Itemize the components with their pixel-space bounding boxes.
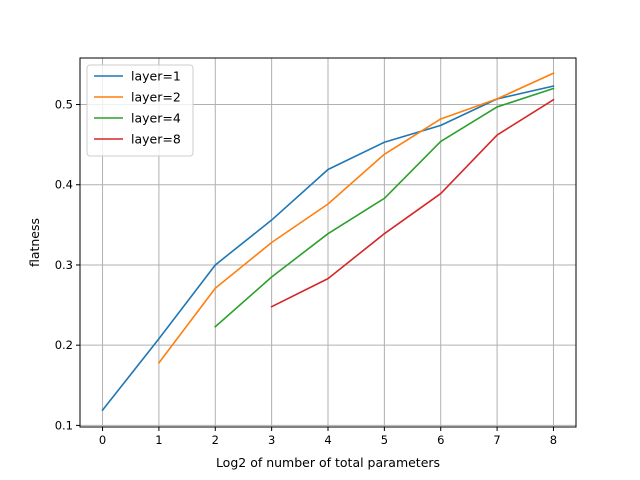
y-tick-label: 0.5 [55,98,73,112]
x-tick-label: 6 [437,433,444,447]
y-tick-label: 0.4 [55,178,73,192]
legend-label: layer=1 [131,69,181,84]
x-tick-label: 0 [99,433,106,447]
legend-box [86,64,194,157]
x-tick-label: 1 [155,433,162,447]
series-line-layer-2 [157,72,555,364]
x-tick-label: 2 [212,433,219,447]
legend: layer=1 layer=2 layer=4 layer=8 [86,64,194,157]
y-axis-ticks: 0.1 0.2 0.3 0.4 0.5 [55,98,80,432]
legend-label: layer=8 [131,132,181,147]
y-tick-label: 0.1 [55,418,73,432]
y-tick-label: 0.3 [55,258,73,272]
x-tick-label: 4 [324,433,331,447]
series-line-layer-8 [270,98,555,308]
legend-label: layer=4 [131,111,181,126]
x-axis-ticks: 0 1 2 3 4 5 6 7 8 [99,427,557,447]
series-lines [101,72,555,412]
legend-label: layer=2 [131,90,181,105]
x-tick-label: 8 [550,433,557,447]
x-tick-label: 7 [493,433,500,447]
x-axis-label: Log2 of number of total parameters [216,455,440,470]
x-tick-label: 3 [268,433,275,447]
grid [80,58,576,427]
y-axis-label: flatness [27,218,42,267]
y-tick-label: 0.2 [55,338,73,352]
x-tick-label: 5 [381,433,388,447]
